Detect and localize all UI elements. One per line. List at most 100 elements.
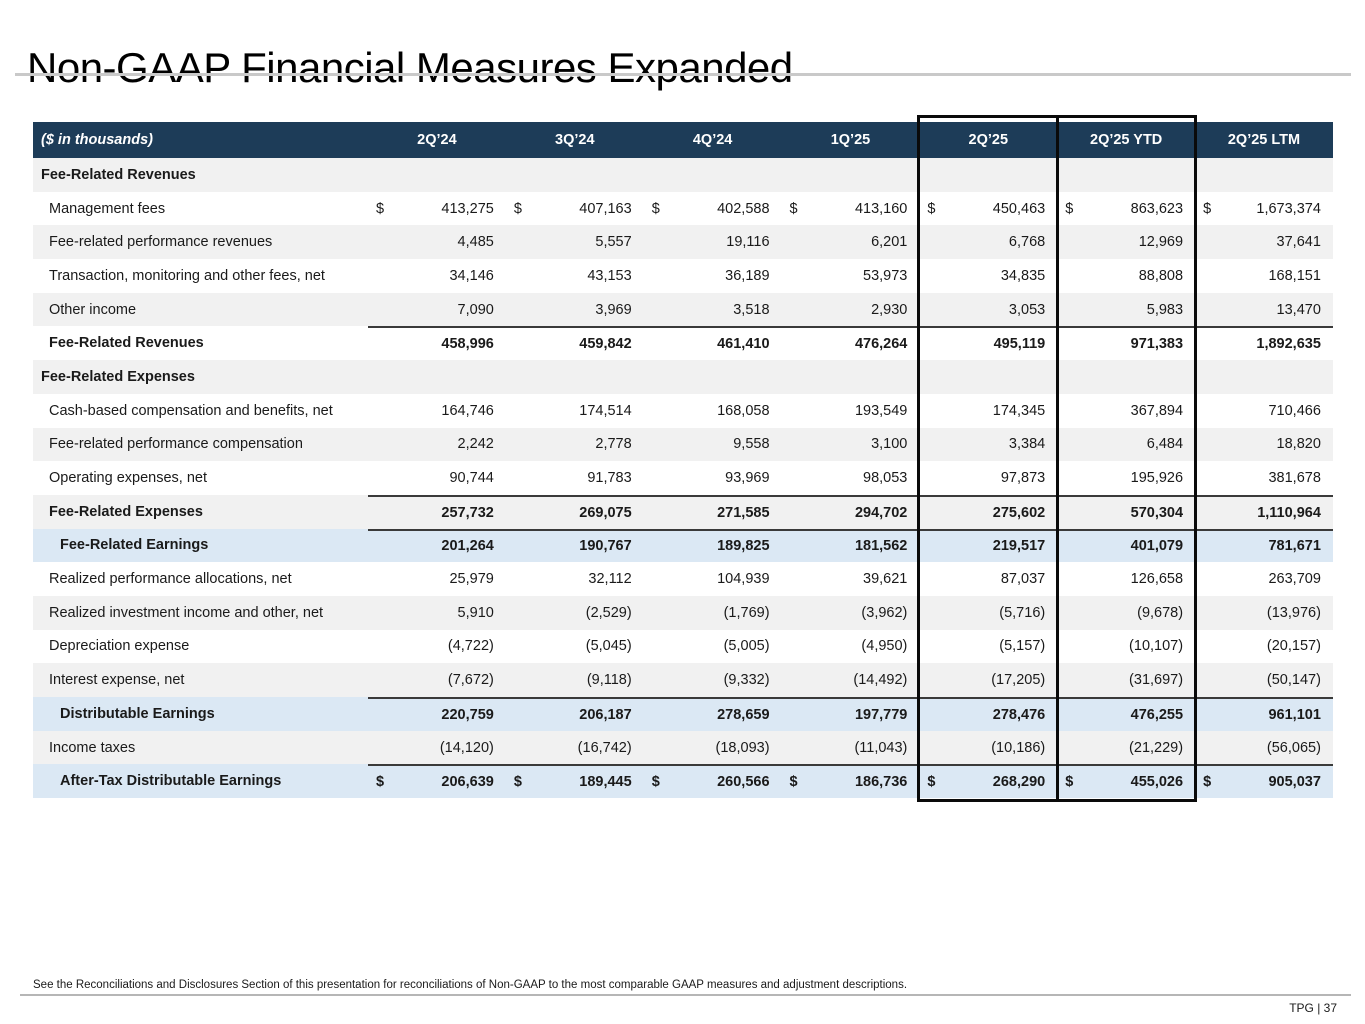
- value-cell: 97,873: [919, 461, 1057, 495]
- row-values: 164,746 174,514 168,058 193,549 174,345 367,8…: [368, 394, 1333, 428]
- currency-symbol: $: [789, 200, 798, 217]
- cell-value: 168,058: [717, 402, 770, 419]
- value-cell: 37,641: [1195, 225, 1333, 259]
- value-cell: 971,383: [1057, 328, 1195, 360]
- value-cell: (21,229): [1057, 731, 1195, 765]
- row-values: $206,639 $189,445 $260,566 $186,736 $268,290…: [368, 764, 1333, 798]
- row-values: 34,146 43,153 36,189 53,973 34,835 88,808 168,…: [368, 259, 1333, 293]
- cell-value: 476,255: [1130, 706, 1184, 723]
- column-header: 3Q’24: [555, 132, 595, 148]
- row-values: 220,759 206,187 278,659 197,779 278,476 476,2…: [368, 697, 1333, 731]
- cell-value: (18,093): [715, 739, 770, 756]
- value-cell: 294,702: [782, 497, 920, 529]
- cell-value: 1,110,964: [1257, 504, 1321, 521]
- unit-label: ($ in thousands): [41, 132, 153, 148]
- value-cell: 278,476: [919, 699, 1057, 731]
- column-header: 2Q’24: [417, 132, 457, 148]
- cell-value: 269,075: [579, 504, 632, 521]
- row-label: Income taxes: [49, 739, 136, 756]
- cell-value: 220,759: [441, 706, 494, 723]
- value-cell: [506, 158, 644, 192]
- value-cell: [1195, 158, 1333, 192]
- cell-value: (5,045): [585, 638, 632, 655]
- value-cell: 2,930: [782, 293, 920, 327]
- value-cell: $863,623: [1057, 192, 1195, 226]
- cell-value: 458,996: [441, 336, 494, 353]
- currency-symbol: $: [1065, 774, 1074, 791]
- cell-value: 164,746: [441, 402, 494, 419]
- cell-value: 275,602: [992, 504, 1046, 521]
- value-cell: 25,979: [368, 562, 506, 596]
- cell-value: 206,187: [579, 706, 632, 723]
- cell-value: 1,673,374: [1256, 200, 1321, 217]
- value-cell: 18,820: [1195, 428, 1333, 462]
- value-cell: 9,558: [644, 428, 782, 462]
- cell-value: (10,186): [991, 739, 1046, 756]
- value-cell: (4,950): [782, 630, 920, 664]
- value-cell: (16,742): [506, 731, 644, 765]
- cell-value: 12,969: [1138, 234, 1184, 251]
- cell-value: 455,026: [1130, 774, 1184, 791]
- value-cell: 190,767: [506, 531, 644, 563]
- cell-value: (10,107): [1129, 638, 1184, 655]
- value-cell: [368, 158, 506, 192]
- cell-value: 25,979: [449, 571, 494, 588]
- cell-value: 195,926: [1130, 470, 1184, 487]
- value-cell: 961,101: [1195, 699, 1333, 731]
- cell-value: 53,973: [863, 267, 908, 284]
- value-cell: 461,410: [644, 328, 782, 360]
- value-cell: $407,163: [506, 192, 644, 226]
- value-cell: 195,926: [1057, 461, 1195, 495]
- row-label: Realized investment income and other, ne…: [49, 604, 324, 621]
- row-label: Distributable Earnings: [60, 705, 215, 722]
- value-cell: (1,769): [644, 596, 782, 630]
- value-cell: (17,205): [919, 663, 1057, 697]
- row-values: 201,264 190,767 189,825 181,562 219,517 401,0…: [368, 528, 1333, 563]
- value-cell: (56,065): [1195, 731, 1333, 765]
- row-values: (4,722) (5,045) (5,005) (4,950) (5,157) (10,1…: [368, 630, 1333, 664]
- cell-value: 461,410: [717, 336, 770, 353]
- value-cell: 3,384: [919, 428, 1057, 462]
- cell-value: (13,976): [1266, 604, 1321, 621]
- value-cell: [1057, 158, 1195, 192]
- value-cell: 53,973: [782, 259, 920, 293]
- row-values: [368, 158, 1333, 192]
- value-cell: 34,146: [368, 259, 506, 293]
- row-values: 458,996 459,842 461,410 476,264 495,119 971,3…: [368, 326, 1333, 360]
- value-cell: 495,119: [919, 328, 1057, 360]
- row-values: 90,744 91,783 93,969 98,053 97,873 195,926 381…: [368, 461, 1333, 495]
- cell-value: 2,778: [595, 436, 632, 453]
- cell-value: 186,736: [854, 774, 908, 791]
- cell-value: (7,672): [447, 672, 494, 689]
- cell-value: 9,558: [733, 436, 770, 453]
- currency-symbol: $: [376, 200, 385, 217]
- cell-value: 401,079: [1130, 538, 1184, 555]
- cell-value: (2,529): [585, 604, 632, 621]
- value-cell: 458,996: [368, 328, 506, 360]
- row-label: Fee-Related Expenses: [49, 503, 203, 520]
- value-cell: (14,120): [368, 731, 506, 765]
- value-cell: 710,466: [1195, 394, 1333, 428]
- cell-value: 294,702: [854, 504, 908, 521]
- row-values: 5,910 (2,529) (1,769) (3,962) (5,716) (9,678)…: [368, 596, 1333, 630]
- row-label: Depreciation expense: [49, 638, 190, 655]
- value-cell: 193,549: [782, 394, 920, 428]
- value-cell: 34,835: [919, 259, 1057, 293]
- cell-value: 5,910: [457, 604, 494, 621]
- cell-value: (4,950): [861, 638, 908, 655]
- value-cell: (11,043): [782, 731, 920, 765]
- value-cell: 4,485: [368, 225, 506, 259]
- value-cell: (31,697): [1057, 663, 1195, 697]
- currency-symbol: $: [1203, 774, 1212, 791]
- cell-value: 168,151: [1268, 267, 1321, 284]
- cell-value: 3,100: [871, 436, 908, 453]
- row-values: 25,979 32,112 104,939 39,621 87,037 126,658 26…: [368, 562, 1333, 596]
- cell-value: 206,639: [441, 774, 494, 791]
- row-values: 2,242 2,778 9,558 3,100 3,384 6,484 18,820: [368, 428, 1333, 462]
- value-cell: 88,808: [1057, 259, 1195, 293]
- value-cell: (9,678): [1057, 596, 1195, 630]
- value-cell: $413,160: [782, 192, 920, 226]
- value-cell: $268,290: [919, 766, 1057, 798]
- table-row: Depreciation expense (4,722) (5,045) (5,005…: [33, 629, 1333, 664]
- table-row: Fee-Related Revenues: [33, 158, 1333, 192]
